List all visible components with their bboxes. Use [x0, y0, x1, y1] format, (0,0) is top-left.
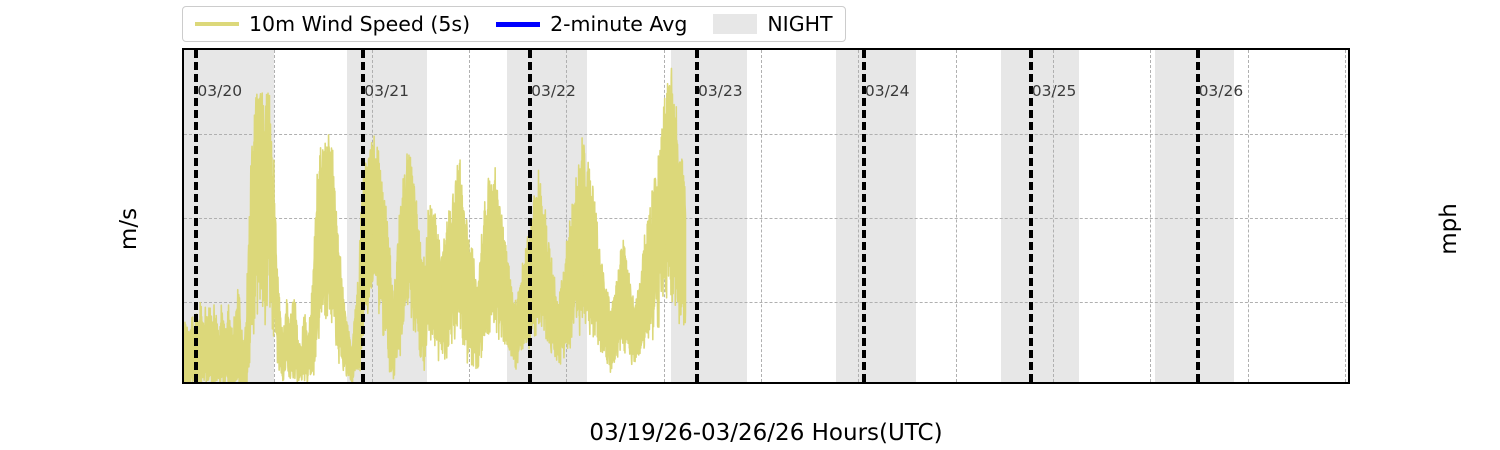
y-axis-title-right: mph: [1435, 203, 1462, 255]
x-axis-title: 03/19/26-03/26/26 Hours(UTC): [589, 420, 943, 446]
gridline-horizontal: [184, 218, 1348, 219]
day-label: 03/26: [1198, 82, 1244, 100]
legend-label-2-minute-avg: 2-minute Avg: [550, 11, 688, 36]
legend-item-night[interactable]: NIGHT: [713, 7, 833, 41]
gridline-vertical: [1150, 50, 1152, 382]
gridline-vertical: [858, 50, 860, 382]
chart-legend: 10m Wind Speed (5s) 2-minute Avg NIGHT: [182, 6, 846, 42]
day-divider-line: [861, 50, 866, 382]
day-label: 03/25: [1031, 82, 1077, 100]
legend-swatch-10m-wind-speed: [195, 22, 239, 26]
gridline-vertical: [469, 50, 471, 382]
day-divider-line: [1195, 50, 1200, 382]
day-divider-line: [528, 50, 533, 382]
gridline-horizontal: [184, 134, 1348, 135]
day-divider-line: [361, 50, 366, 382]
day-divider-line: [695, 50, 699, 382]
legend-swatch-night: [713, 14, 758, 34]
day-label: 03/24: [864, 82, 910, 100]
night-band: [1000, 50, 1080, 382]
day-label: 03/21: [364, 82, 409, 100]
gridline-vertical: [566, 50, 568, 382]
gridline-vertical: [955, 50, 957, 382]
gridline-horizontal: [184, 302, 1348, 303]
gridline-vertical: [1247, 50, 1249, 382]
gridline-vertical: [761, 50, 763, 382]
day-label: 03/20: [197, 82, 243, 100]
day-label: 03/22: [531, 82, 576, 100]
legend-item-10m-wind-speed[interactable]: 10m Wind Speed (5s): [195, 7, 470, 41]
series-10m-wind-speed: [184, 67, 687, 382]
legend-swatch-2-minute-avg: [496, 21, 541, 27]
day-divider-line: [194, 50, 199, 382]
data-series-svg: [184, 67, 687, 382]
gridline-vertical: [1345, 50, 1347, 382]
legend-label-night: NIGHT: [767, 11, 833, 36]
legend-item-2-minute-avg[interactable]: 2-minute Avg: [496, 7, 687, 41]
plot-area: 03/20 03/21 03/22 03/23 03/24 03/25 03/26: [182, 48, 1350, 384]
day-divider-line: [1028, 50, 1033, 382]
day-label: 03/23: [698, 82, 743, 100]
gridline-vertical: [1053, 50, 1055, 382]
legend-label-10m-wind-speed: 10m Wind Speed (5s): [249, 11, 471, 36]
y-axis-title-left: m/s: [116, 207, 143, 251]
night-band: [1155, 50, 1234, 382]
night-band: [836, 50, 917, 382]
